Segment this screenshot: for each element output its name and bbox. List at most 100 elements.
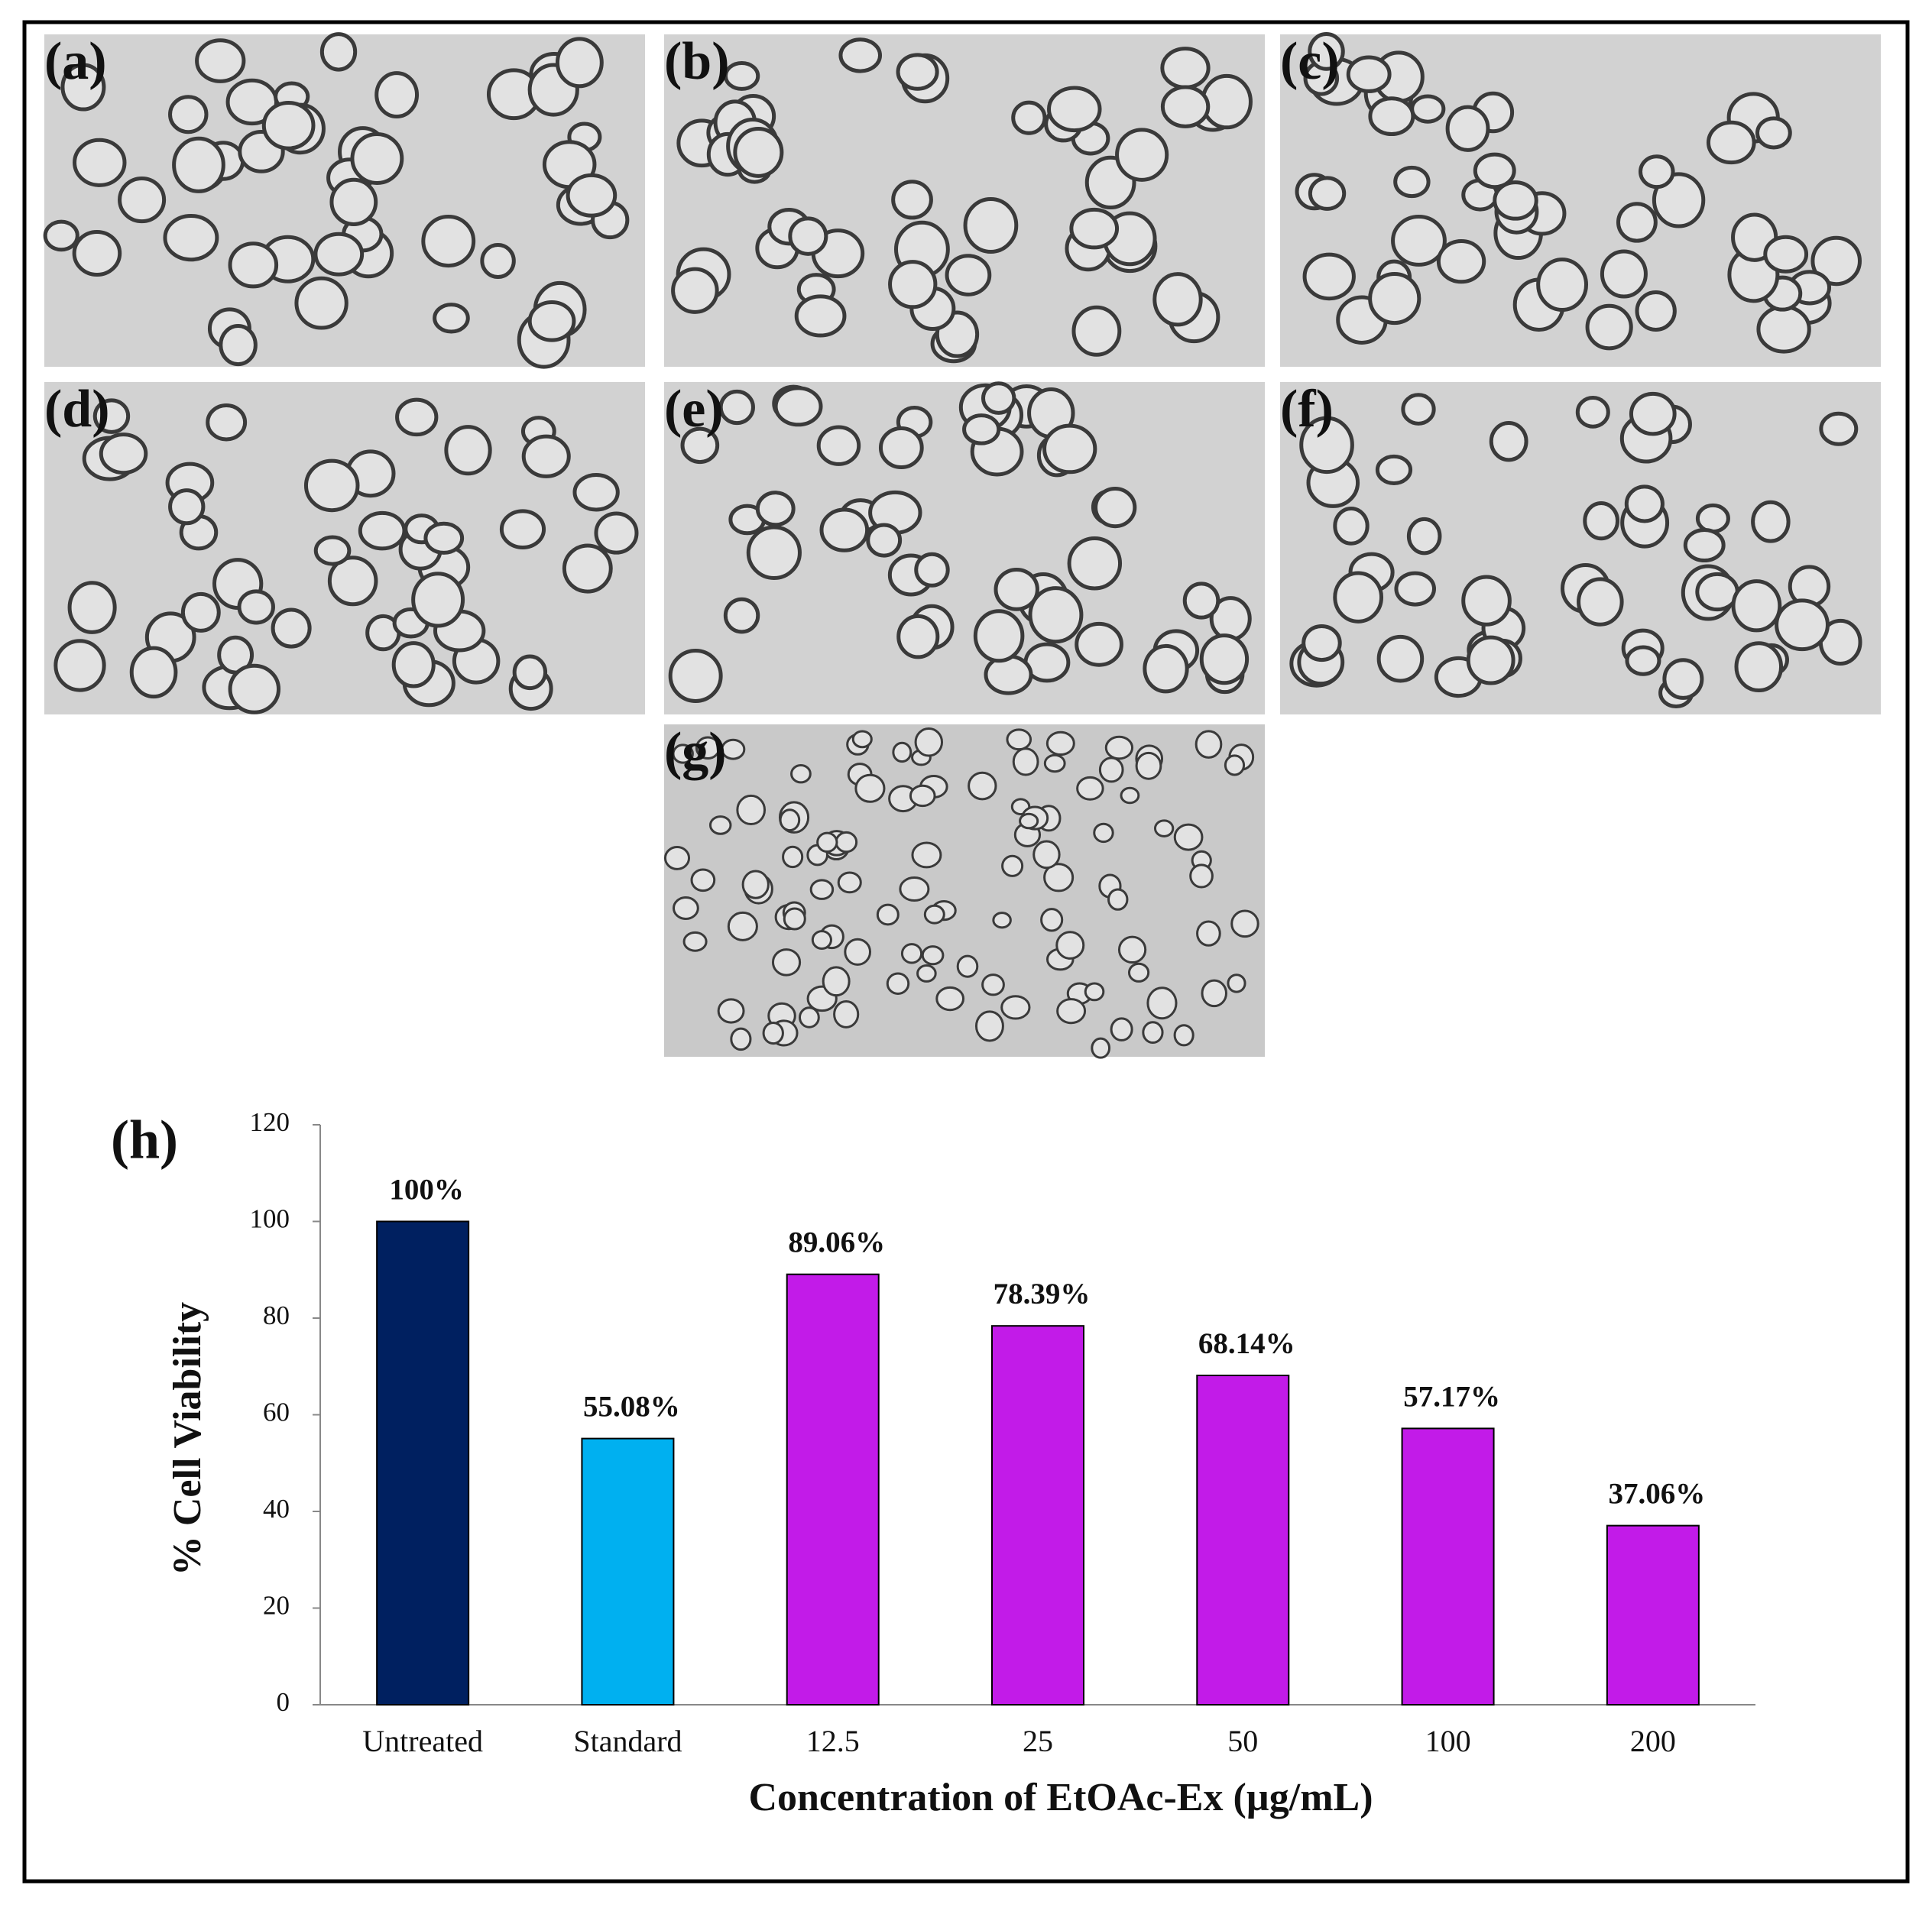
- cell: [395, 397, 439, 437]
- cell: [358, 510, 407, 551]
- micrograph: [1280, 32, 1881, 367]
- cell: [968, 771, 997, 801]
- cell: [851, 730, 873, 749]
- cell: [1577, 577, 1624, 627]
- cell: [1302, 252, 1356, 301]
- cell: [237, 589, 275, 625]
- cell: [228, 241, 279, 289]
- cell: [72, 230, 122, 277]
- cell: [1117, 935, 1147, 964]
- cell: [1625, 645, 1661, 676]
- micrograph: [43, 32, 645, 369]
- cell: [1308, 32, 1345, 71]
- cell: [566, 173, 618, 218]
- y-axis-title: % Cell Viability: [166, 1302, 209, 1576]
- cell: [914, 727, 944, 757]
- cell: [1152, 272, 1203, 327]
- cell: [1583, 500, 1620, 541]
- y-tick-label: 100: [250, 1204, 290, 1234]
- cell: [935, 986, 965, 1012]
- cell: [1201, 979, 1227, 1008]
- cell: [779, 808, 801, 832]
- cell: [1575, 396, 1610, 429]
- panel-label: (h): [111, 1109, 178, 1171]
- cell: [992, 912, 1012, 929]
- cell: [350, 132, 404, 185]
- cell: [1731, 579, 1782, 633]
- cell: [994, 568, 1039, 611]
- cell: [1662, 658, 1704, 700]
- cell: [1056, 998, 1087, 1025]
- cell: [1756, 305, 1811, 354]
- cell: [1333, 506, 1370, 546]
- cell: [892, 741, 913, 763]
- cell: [1012, 747, 1039, 776]
- bar: [581, 1437, 675, 1706]
- cell: [329, 177, 378, 226]
- cell: [819, 507, 870, 552]
- cell: [891, 180, 933, 220]
- cell: [1189, 863, 1214, 889]
- cell: [180, 591, 221, 633]
- cell: [762, 1021, 784, 1045]
- cell: [60, 63, 106, 112]
- cell: [391, 641, 436, 688]
- panel-label: (a): [44, 32, 107, 91]
- cell: [1810, 235, 1862, 287]
- cell: [219, 324, 258, 367]
- cell: [1755, 116, 1792, 150]
- cell: [1201, 73, 1253, 130]
- cell: [313, 535, 352, 566]
- cell: [1098, 756, 1124, 783]
- cell: [1461, 575, 1512, 627]
- x-tick-label: 12.5: [806, 1724, 860, 1758]
- y-tick-label: 20: [263, 1591, 290, 1621]
- panel-label: (d): [44, 380, 110, 439]
- cell: [1393, 165, 1431, 199]
- cell: [1683, 527, 1726, 563]
- x-tick-label: 50: [1227, 1724, 1258, 1758]
- cell: [129, 646, 178, 699]
- cell: [914, 552, 950, 588]
- cell: [945, 254, 992, 296]
- cell: [1135, 751, 1162, 780]
- cell: [163, 213, 219, 262]
- cell: [206, 403, 248, 442]
- cell: [838, 37, 883, 73]
- cell: [833, 999, 860, 1029]
- cell: [1368, 272, 1421, 326]
- value-label: 55.08%: [583, 1391, 680, 1424]
- cell: [1600, 249, 1648, 299]
- cell: [1196, 920, 1221, 947]
- cell: [816, 425, 861, 466]
- cell: [717, 998, 745, 1024]
- cell: [708, 815, 732, 835]
- cell: [99, 432, 148, 475]
- cell: [663, 845, 691, 870]
- x-tick-label: 100: [1425, 1724, 1471, 1758]
- cell: [423, 521, 465, 555]
- cell: [854, 773, 886, 803]
- cell: [1115, 128, 1169, 182]
- cell: [594, 511, 639, 555]
- cell: [1302, 624, 1342, 662]
- cell: [444, 425, 492, 476]
- panel-label: (c): [1280, 32, 1340, 91]
- y-tick-label: 80: [263, 1301, 290, 1330]
- cell: [1091, 1037, 1111, 1059]
- cell: [1629, 391, 1677, 436]
- cell: [1028, 586, 1084, 644]
- cell: [771, 948, 802, 977]
- cell: [1493, 180, 1538, 221]
- cell: [1333, 571, 1384, 624]
- cell: [1436, 239, 1486, 284]
- cell: [1142, 1021, 1164, 1045]
- bar: [1196, 1375, 1290, 1706]
- cell: [981, 973, 1005, 996]
- cell: [794, 294, 847, 338]
- cell: [1143, 643, 1189, 694]
- cell: [1019, 812, 1039, 830]
- cell: [1406, 517, 1442, 556]
- cell: [1032, 840, 1061, 870]
